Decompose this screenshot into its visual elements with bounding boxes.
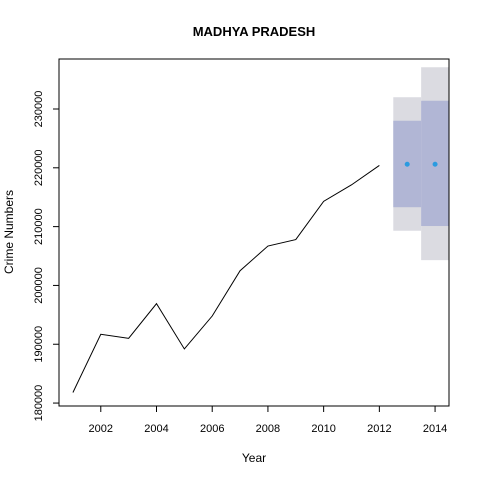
- y-tick-label-210000: 210000: [33, 208, 45, 245]
- band80-group: [393, 100, 449, 227]
- y-axis: 180000 190000 200000 210000 220000 230000: [33, 91, 59, 422]
- forecast-point-2014: [432, 161, 438, 167]
- y-tick-label-190000: 190000: [33, 326, 45, 363]
- x-axis-label: Year: [242, 451, 266, 465]
- x-tick-label-2008: 2008: [256, 423, 280, 435]
- x-tick-label-2002: 2002: [89, 423, 113, 435]
- y-tick-label-220000: 220000: [33, 149, 45, 186]
- y-tick-label-180000: 180000: [33, 385, 45, 422]
- x-tick-label-2006: 2006: [200, 423, 224, 435]
- series-line-observed: [72, 165, 380, 393]
- x-tick-label-2010: 2010: [311, 423, 335, 435]
- plot-frame: [58, 58, 450, 407]
- x-tick-label-2012: 2012: [367, 423, 391, 435]
- y-axis-label: Crime Numbers: [2, 190, 16, 274]
- y-tick-label-230000: 230000: [33, 91, 45, 128]
- forecast-point-group: [404, 161, 438, 167]
- chart-title: MADHYA PRADESH: [193, 24, 316, 39]
- x-axis: 2002 2004 2006 2008 2010 2012 2014: [89, 406, 447, 435]
- x-tick-label-2004: 2004: [144, 423, 168, 435]
- y-tick-label-200000: 200000: [33, 267, 45, 304]
- forecast-point-2013: [404, 161, 410, 167]
- x-tick-label-2014: 2014: [423, 423, 447, 435]
